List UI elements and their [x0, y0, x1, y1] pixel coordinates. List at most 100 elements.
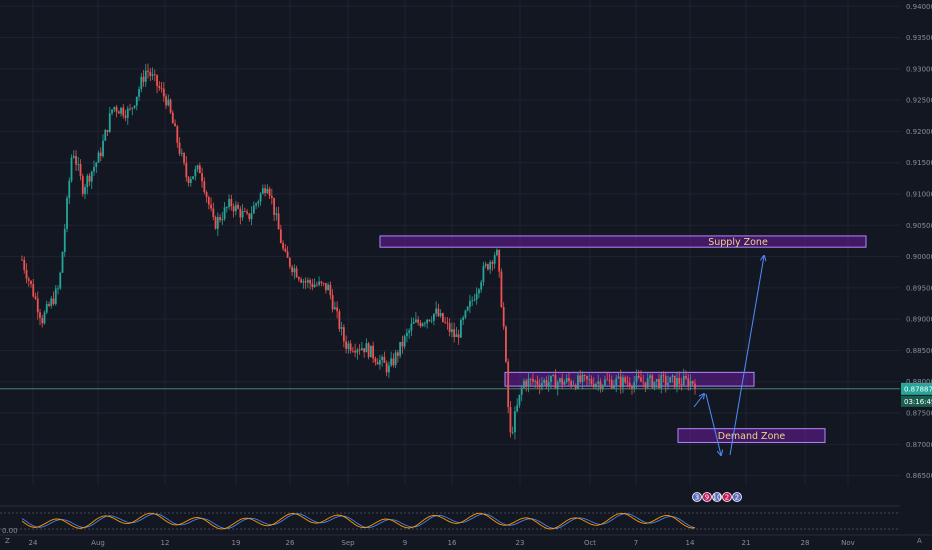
price-tag-box — [901, 382, 932, 395]
candle-body — [651, 375, 654, 388]
candle-body — [473, 299, 476, 301]
candle-body — [545, 380, 548, 387]
candle-body — [392, 358, 395, 366]
candle-body — [311, 283, 314, 288]
candle-body — [291, 266, 294, 273]
candle-body — [174, 123, 176, 127]
time-axis[interactable]: 24 Aug 12 19 26 Sep 9 16 23 Oct 7 14 21 28 Nov — [0, 534, 932, 547]
candle-body — [637, 375, 640, 378]
candle-body — [680, 383, 683, 386]
candle-body — [559, 378, 561, 383]
event-badge[interactable] — [732, 492, 742, 502]
candle-body — [586, 376, 588, 380]
candle-body — [300, 279, 303, 283]
candle-body — [381, 356, 384, 361]
candle-body — [405, 332, 408, 337]
candle-body — [297, 277, 300, 280]
time-tick-label: Nov — [841, 539, 855, 547]
price-tag-label: 0.87887 — [904, 385, 932, 393]
candle-body — [140, 76, 143, 90]
zone-box[interactable] — [677, 428, 826, 443]
event-badge-count: 3 — [695, 494, 699, 502]
candle-body — [147, 70, 149, 72]
event-badges: 3 9 10 2 2 — [692, 492, 742, 502]
candle-body — [104, 130, 107, 141]
candle-body — [417, 319, 420, 323]
corner-label-right[interactable]: A — [917, 537, 922, 545]
candle-body — [660, 375, 663, 388]
candle-body — [671, 375, 674, 377]
candle-body — [613, 385, 615, 389]
candle-body — [293, 268, 296, 273]
candle-body — [349, 343, 352, 351]
candle-body — [151, 74, 154, 76]
candle-body — [336, 307, 339, 312]
candle-body — [583, 375, 586, 377]
corner-label-left[interactable]: Z — [5, 537, 10, 545]
candle-body — [608, 379, 611, 381]
candle-body — [30, 280, 32, 285]
event-badge[interactable] — [692, 492, 702, 502]
candle-body — [597, 381, 600, 384]
candle-body — [126, 108, 129, 118]
time-tick-label: 9 — [403, 539, 407, 547]
candle-body — [631, 386, 633, 389]
candle-body — [52, 298, 55, 304]
event-badge-count: 9 — [705, 494, 709, 502]
candle-body — [48, 303, 50, 306]
candle-body — [282, 243, 284, 249]
candle-body — [57, 288, 59, 290]
candle-body — [338, 311, 341, 329]
candle-body — [318, 281, 321, 285]
candle-body — [129, 108, 131, 110]
candle-body — [207, 197, 210, 205]
candle-body — [592, 383, 595, 388]
candle-body — [102, 140, 104, 157]
candle-body — [448, 323, 451, 332]
candle-body — [385, 362, 388, 373]
candle-body — [327, 284, 330, 291]
candle-body — [360, 348, 363, 351]
zone-box[interactable] — [379, 235, 867, 248]
candle-body — [437, 308, 440, 316]
candle-body — [246, 211, 248, 214]
candle-body — [412, 322, 415, 324]
candle-body — [302, 281, 305, 283]
candle-body — [72, 155, 75, 158]
candle-body — [442, 313, 444, 322]
candle-body — [599, 381, 602, 389]
candle-body — [84, 187, 86, 194]
candle-body — [678, 378, 681, 384]
candle-body — [133, 105, 136, 108]
time-tick-label: Oct — [584, 539, 596, 547]
candle-body — [351, 350, 354, 352]
candle-body — [601, 385, 604, 389]
candle-body — [54, 288, 57, 304]
candle-body — [322, 282, 325, 284]
candle-body — [189, 179, 192, 183]
candle-body — [232, 206, 235, 212]
zone-label: Supply Zone — [708, 237, 768, 248]
candle-body — [194, 169, 197, 177]
candle-body — [158, 86, 161, 88]
event-badge[interactable] — [722, 492, 732, 502]
time-tick-label: 7 — [634, 539, 638, 547]
candle-body — [225, 207, 228, 208]
event-badge[interactable] — [712, 492, 722, 502]
event-badge[interactable] — [702, 492, 712, 502]
candle-body — [484, 264, 487, 267]
candle-body — [428, 319, 431, 321]
candle-body — [421, 323, 424, 326]
candle-body — [568, 378, 570, 382]
candle-body — [556, 382, 559, 389]
candle-body — [243, 211, 246, 212]
candle-body — [658, 379, 660, 388]
candle-body — [221, 218, 224, 221]
candle-body — [25, 269, 28, 279]
candle-body — [313, 284, 316, 288]
candle-body — [489, 261, 492, 270]
candle-body — [496, 249, 498, 256]
